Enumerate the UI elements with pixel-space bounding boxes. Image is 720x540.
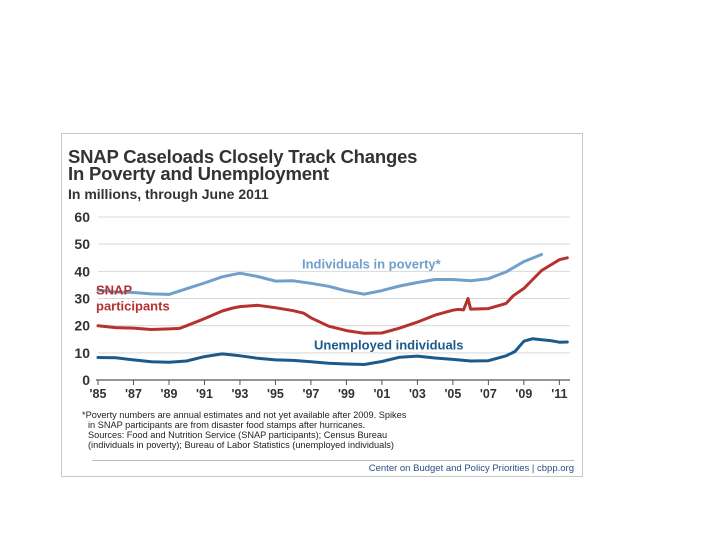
y-tick-label-30: 30 [74, 291, 90, 307]
footnote-line-1: *Poverty numbers are annual estimates an… [82, 410, 407, 420]
x-tick-label-'91: '91 [196, 387, 213, 401]
x-tick-label-'97: '97 [302, 387, 319, 401]
series-line-unemployed [96, 337, 569, 366]
x-tick-label-'93: '93 [232, 387, 249, 401]
x-tick-label-'07: '07 [480, 387, 497, 401]
chart-title-line-1: SNAP Caseloads Closely Track Changes [68, 146, 418, 167]
y-tick-label-0: 0 [82, 372, 90, 388]
series-label-snap-line-2: participants [96, 299, 170, 314]
x-tick-label-'95: '95 [267, 387, 284, 401]
y-tick-label-40: 40 [74, 263, 90, 279]
line-chart: 0 10 20 30 40 50 60 '85 '87 '89 '91 '93 '95 '97 '99 '01… [74, 209, 570, 401]
y-tick-label-10: 10 [74, 345, 90, 361]
y-tick-label-20: 20 [74, 318, 90, 334]
series-line-snap [96, 256, 569, 335]
chart-title-line-2: In Poverty and Unemployment [68, 163, 329, 184]
y-tick-label-50: 50 [74, 236, 90, 252]
footnote-line-3: Sources: Food and Nutrition Service (SNA… [88, 430, 388, 440]
series-line-poverty [96, 253, 544, 296]
series-label-poverty: Individuals in poverty* [302, 257, 442, 272]
footnote-line-4: (individuals in poverty); Bureau of Labo… [88, 440, 394, 450]
x-tick-label-'11: '11 [551, 387, 567, 401]
x-tick-label-'99: '99 [338, 387, 355, 401]
x-tick-label-'87: '87 [125, 387, 142, 401]
source-credit: Center on Budget and Policy Priorities |… [92, 460, 574, 474]
chart-subtitle: In millions, through June 2011 [68, 186, 269, 202]
x-tick-label-'05: '05 [444, 387, 461, 401]
chart-figure: SNAP Caseloads Closely Track Changes In … [61, 133, 583, 477]
footnote-line-2: in SNAP participants are from disaster f… [88, 420, 366, 430]
x-tick-label-'01: '01 [373, 387, 390, 401]
series-label-snap-line-1: SNAP [96, 282, 132, 297]
x-tick-label-'03: '03 [409, 387, 426, 401]
x-tick-label-'09: '09 [515, 387, 532, 401]
x-tick-label-'85: '85 [90, 387, 107, 401]
x-tick-label-'89: '89 [161, 387, 178, 401]
y-tick-label-60: 60 [74, 209, 90, 225]
footnotes: *Poverty numbers are annual estimates an… [82, 410, 577, 450]
series-label-unemployed: Unemployed individuals [314, 338, 464, 353]
chart-title: SNAP Caseloads Closely Track Changes In … [68, 146, 418, 184]
